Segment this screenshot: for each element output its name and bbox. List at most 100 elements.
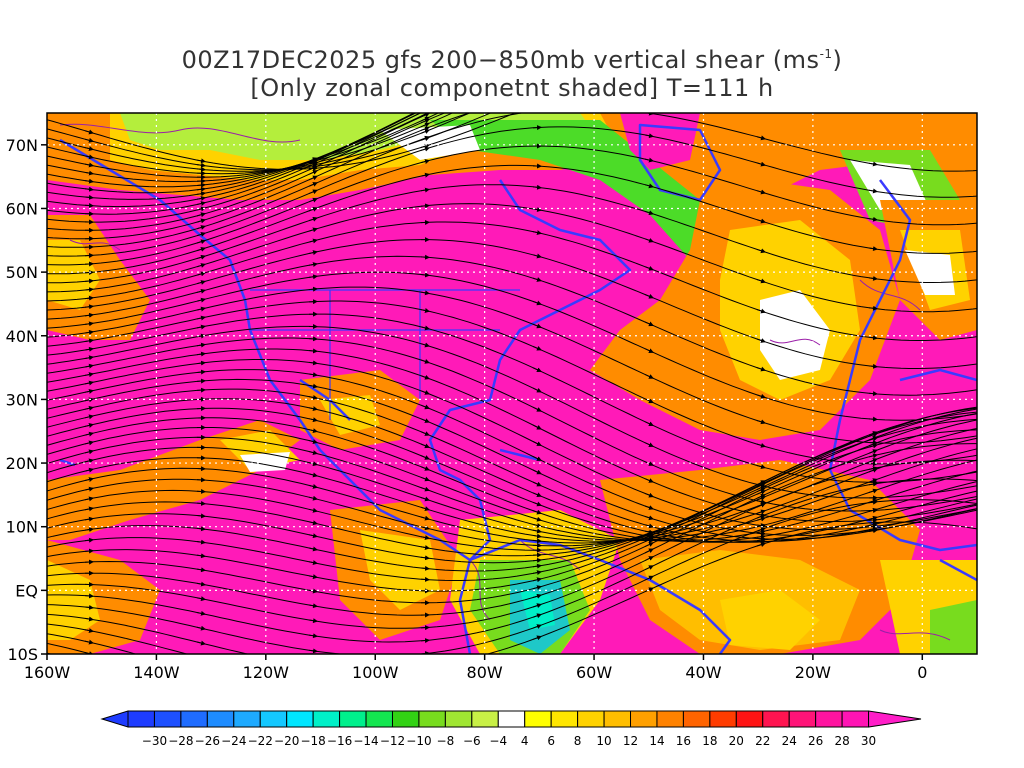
colorbar-box xyxy=(471,710,499,728)
streamline-arrow xyxy=(84,477,94,482)
streamline xyxy=(47,369,977,536)
streamline-arrow xyxy=(532,624,542,629)
colorbar-label: 22 xyxy=(755,734,770,748)
streamline-arrow xyxy=(981,388,989,389)
colorbar-box xyxy=(524,710,552,728)
colorbar-label: 18 xyxy=(702,734,717,748)
streamline-arrow xyxy=(644,523,654,529)
map-frame xyxy=(46,112,978,655)
streamline-arrow xyxy=(196,610,206,616)
streamline-arrow xyxy=(196,488,206,494)
streamline-arrow xyxy=(308,574,318,580)
streamline-arrow xyxy=(196,254,206,260)
streamline-arrow xyxy=(532,184,542,190)
colorbar-box xyxy=(180,710,208,728)
streamline-arrow xyxy=(981,508,989,510)
streamline-arrow xyxy=(756,393,766,399)
streamline-arrow xyxy=(756,464,766,470)
streamline-arrow xyxy=(532,577,542,583)
colorbar-box xyxy=(603,710,632,728)
streamline-arrow xyxy=(756,542,766,548)
streamline-arrow xyxy=(196,378,206,384)
colorbar-box xyxy=(682,710,711,728)
colorbar-box xyxy=(233,710,261,728)
colorbar-label: 14 xyxy=(649,734,664,748)
streamline-arrow xyxy=(532,570,542,576)
streamline-arrow xyxy=(420,565,430,571)
streamline-arrow xyxy=(308,383,318,389)
streamline-arrow xyxy=(308,520,318,526)
colorbar-label: −24 xyxy=(221,734,246,748)
colorbar-box xyxy=(709,710,737,728)
streamline-arrow xyxy=(532,635,542,641)
streamline xyxy=(47,325,977,499)
streamline xyxy=(47,623,189,654)
streamline-arrow xyxy=(420,118,430,124)
streamline-arrow xyxy=(308,417,318,423)
streamline-arrow xyxy=(756,509,766,515)
streamline-arrow xyxy=(420,374,430,380)
streamline-arrow xyxy=(981,529,989,530)
colorbar-box xyxy=(788,710,817,728)
lon-tick-label: 60W xyxy=(576,663,612,682)
streamline xyxy=(47,459,977,629)
streamline-arrow xyxy=(756,442,766,448)
streamline-arrow xyxy=(308,159,318,165)
streamline xyxy=(47,521,977,654)
streamline-arrow xyxy=(420,203,430,209)
streamline-arrow xyxy=(84,321,94,327)
colorbar-label: −10 xyxy=(406,734,431,748)
colorbar-label: −28 xyxy=(168,734,193,748)
lat-tick-label: 40N xyxy=(6,327,38,346)
streamline-arrow xyxy=(868,499,878,505)
streamline-arrow xyxy=(420,342,430,348)
streamline-arrow xyxy=(420,496,430,502)
streamline-arrow xyxy=(981,411,989,412)
streamline-arrow xyxy=(84,548,94,554)
streamline-arrow xyxy=(308,274,318,280)
streamline-arrow xyxy=(420,506,430,511)
streamline-arrow xyxy=(644,565,654,571)
streamline-arrow xyxy=(421,113,422,114)
streamline-arrow xyxy=(420,418,430,423)
streamline-arrow xyxy=(308,588,318,594)
streamline-arrow xyxy=(532,557,542,563)
streamline xyxy=(47,446,977,541)
streamline xyxy=(47,184,977,284)
streamline-arrow xyxy=(756,494,766,499)
streamline-arrow xyxy=(84,137,94,143)
streamline xyxy=(47,239,977,369)
streamline-arrow xyxy=(981,307,989,308)
streamline-arrow xyxy=(84,639,94,645)
streamline-arrow xyxy=(197,657,205,659)
streamline-arrow xyxy=(756,487,766,493)
streamline-arrow xyxy=(532,207,542,213)
streamline-arrow xyxy=(420,431,430,436)
lat-tick-label: EQ xyxy=(15,581,38,600)
streamline-arrow xyxy=(420,113,430,118)
streamline-arrow xyxy=(644,542,654,548)
streamline-arrow xyxy=(536,113,542,114)
streamline-arrow xyxy=(981,479,989,481)
streamline-arrow xyxy=(308,348,318,354)
streamline xyxy=(47,443,977,616)
streamline-arrow xyxy=(981,278,989,279)
streamline-arrow xyxy=(84,162,94,168)
streamline-arrow xyxy=(84,423,94,428)
streamline-arrow xyxy=(644,556,654,562)
chart-title-line2: [Only zonal componetnt shaded] T=111 h xyxy=(250,74,774,102)
streamline-arrow xyxy=(84,486,94,492)
colorbar-box xyxy=(365,710,393,728)
streamline xyxy=(47,398,977,543)
lon-tick-label: 80W xyxy=(467,663,503,682)
streamline xyxy=(47,113,422,215)
streamline-arrow xyxy=(196,553,206,559)
streamline-arrow xyxy=(84,380,94,386)
streamline-arrow xyxy=(981,453,989,454)
streamline-arrow xyxy=(644,575,654,581)
streamline-arrow xyxy=(756,308,766,314)
streamline xyxy=(47,412,977,551)
streamline-arrow xyxy=(981,362,989,363)
streamline-arrow xyxy=(84,186,94,192)
streamline xyxy=(47,437,977,542)
